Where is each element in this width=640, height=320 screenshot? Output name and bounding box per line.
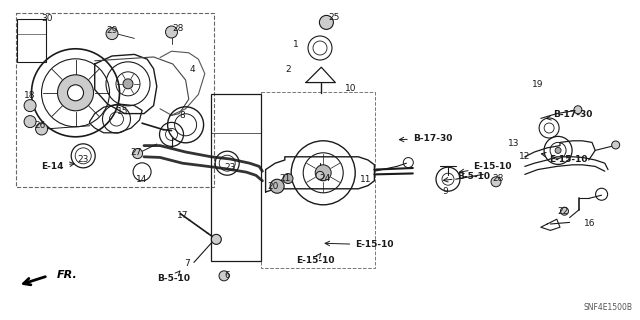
Text: 19: 19 [532, 80, 543, 89]
Circle shape [555, 148, 561, 153]
Circle shape [58, 75, 93, 111]
Text: B-17-30: B-17-30 [399, 134, 452, 143]
Text: 4: 4 [189, 65, 195, 74]
Text: 21: 21 [279, 174, 291, 183]
Circle shape [219, 271, 229, 281]
Circle shape [211, 234, 221, 244]
Text: 23: 23 [77, 156, 89, 164]
Bar [16, 13, 214, 187]
Text: 23: 23 [225, 164, 236, 172]
Text: E-15-10: E-15-10 [460, 162, 512, 173]
Bar [261, 92, 375, 268]
Text: 30: 30 [41, 14, 52, 23]
Circle shape [283, 173, 293, 184]
Text: 28: 28 [172, 24, 184, 33]
Text: 22: 22 [557, 207, 569, 216]
Text: 10: 10 [345, 84, 356, 93]
Bar [211, 94, 261, 261]
Circle shape [123, 79, 133, 89]
Text: B-5-10: B-5-10 [157, 271, 190, 283]
Text: 2: 2 [285, 65, 291, 74]
Text: B-5-10: B-5-10 [444, 172, 491, 182]
Circle shape [574, 106, 582, 114]
Circle shape [166, 26, 177, 38]
Circle shape [315, 165, 332, 181]
Text: 28: 28 [492, 174, 504, 183]
Circle shape [106, 28, 118, 40]
Text: 8: 8 [180, 111, 185, 120]
Text: 16: 16 [584, 219, 596, 228]
Text: 26: 26 [35, 121, 46, 130]
Circle shape [24, 116, 36, 128]
Text: 9: 9 [443, 187, 448, 196]
Text: 1: 1 [293, 40, 298, 49]
Circle shape [491, 177, 501, 187]
Text: 6: 6 [225, 271, 230, 280]
Circle shape [36, 123, 47, 135]
Text: E-15-10: E-15-10 [296, 253, 334, 265]
Text: 20: 20 [268, 182, 279, 191]
Text: B-17-30: B-17-30 [547, 110, 593, 120]
Text: 24: 24 [319, 174, 331, 183]
Circle shape [24, 100, 36, 112]
Bar [17, 19, 46, 62]
Text: 13: 13 [508, 139, 519, 148]
Text: SNF4E1500B: SNF4E1500B [583, 303, 632, 312]
Text: E-15-10: E-15-10 [541, 152, 588, 164]
Circle shape [270, 179, 284, 193]
Text: 7: 7 [184, 259, 189, 268]
Text: 29: 29 [106, 26, 118, 35]
Text: E-15-10: E-15-10 [325, 240, 394, 249]
Text: 15: 15 [117, 107, 129, 116]
Circle shape [68, 85, 83, 101]
Text: FR.: FR. [56, 270, 77, 280]
Text: 11: 11 [360, 175, 372, 184]
Text: 17: 17 [177, 211, 188, 220]
Circle shape [319, 15, 333, 29]
Circle shape [612, 141, 620, 149]
Text: 12: 12 [519, 152, 531, 161]
Text: E-14: E-14 [42, 162, 74, 171]
Text: 27: 27 [131, 148, 142, 157]
Circle shape [561, 207, 568, 215]
Circle shape [316, 172, 324, 179]
Text: 18: 18 [24, 92, 36, 100]
Text: 25: 25 [328, 13, 340, 22]
Text: 14: 14 [136, 175, 148, 184]
Circle shape [132, 148, 143, 159]
